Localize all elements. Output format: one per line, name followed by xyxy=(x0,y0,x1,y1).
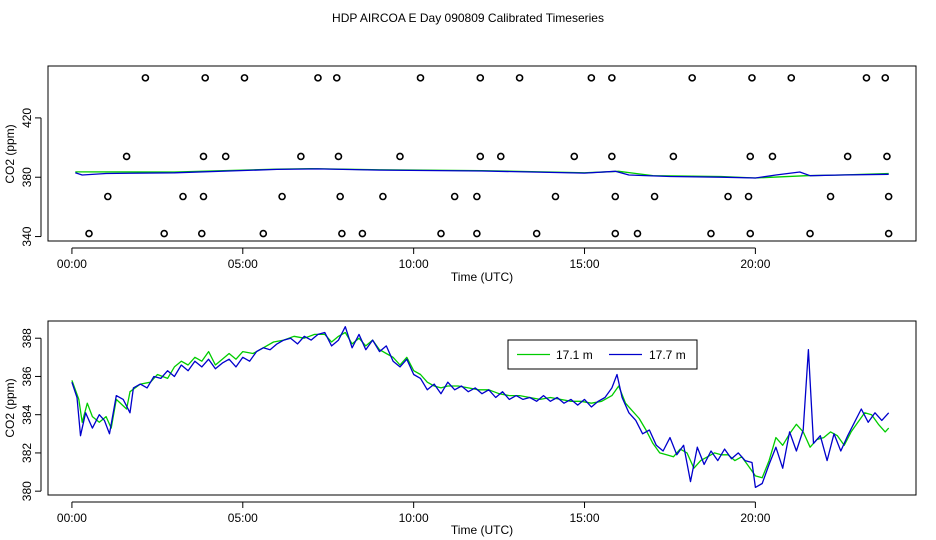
legend-label-17-7m: 17.7 m xyxy=(649,348,686,362)
data-point xyxy=(85,229,93,238)
data-point xyxy=(104,192,112,201)
data-point xyxy=(633,229,642,238)
y-tick-label: 380 xyxy=(20,481,34,501)
data-point xyxy=(141,74,150,82)
data-point xyxy=(201,74,209,82)
data-point xyxy=(748,74,756,82)
data-point xyxy=(179,192,187,201)
data-point xyxy=(883,152,891,161)
data-point xyxy=(707,229,715,238)
series-line-17-7-m xyxy=(71,326,890,489)
plot-frame-bottom xyxy=(47,320,917,496)
data-point xyxy=(332,74,341,82)
data-point xyxy=(338,229,346,238)
data-point xyxy=(278,192,286,201)
data-point xyxy=(724,192,732,201)
x-tick-label: 20:00 xyxy=(740,511,770,525)
data-point xyxy=(551,192,560,201)
data-point xyxy=(160,229,168,238)
data-point xyxy=(843,152,852,161)
data-point xyxy=(862,74,871,82)
data-point xyxy=(650,192,659,201)
x-axis-title-top: Time (UTC) xyxy=(451,270,513,284)
series-line-2 xyxy=(75,168,889,179)
x-tick-label: 05:00 xyxy=(228,257,258,271)
data-point xyxy=(199,152,208,161)
legend-box xyxy=(507,339,698,370)
data-point xyxy=(688,74,696,82)
axes-top: 00:00 05:00 10:00 15:00 20:00 340 380 420 xyxy=(20,108,771,271)
data-point xyxy=(450,192,459,201)
data-point xyxy=(746,229,755,238)
data-layer-bottom xyxy=(71,326,890,489)
y-tick-label: 380 xyxy=(20,167,34,187)
data-point xyxy=(240,74,249,82)
data-point xyxy=(476,152,485,161)
data-point xyxy=(744,192,753,201)
data-point xyxy=(334,152,343,161)
data-point xyxy=(669,152,678,161)
data-point xyxy=(746,152,755,161)
data-point xyxy=(587,74,596,82)
x-tick-label: 00:00 xyxy=(57,511,87,525)
y-tick-label: 382 xyxy=(20,443,34,463)
x-tick-label: 10:00 xyxy=(399,511,429,525)
y-tick-label: 388 xyxy=(20,328,34,348)
y-tick-label: 340 xyxy=(20,226,34,246)
data-point xyxy=(396,152,404,161)
x-tick-label: 20:00 xyxy=(740,257,770,271)
chart-panel-top: 00:00 05:00 10:00 15:00 20:00 340 380 420 Time … xyxy=(3,65,917,284)
data-point xyxy=(532,229,541,238)
data-point xyxy=(259,229,268,238)
data-point xyxy=(768,152,777,161)
data-point xyxy=(881,74,890,82)
x-tick-label: 15:00 xyxy=(570,511,600,525)
data-point xyxy=(379,192,387,201)
data-point xyxy=(221,152,230,161)
data-point xyxy=(611,192,620,201)
data-point xyxy=(884,192,893,201)
data-point xyxy=(496,152,505,161)
data-point xyxy=(297,152,305,161)
data-point xyxy=(476,74,485,82)
x-tick-label: 05:00 xyxy=(228,511,258,525)
data-point xyxy=(122,152,131,161)
y-tick-label: 420 xyxy=(20,108,34,128)
page-title: HDP AIRCOA E Day 090809 Calibrated Times… xyxy=(332,11,604,25)
data-layer-top xyxy=(75,74,893,238)
x-tick-label: 10:00 xyxy=(399,257,429,271)
data-point xyxy=(787,74,796,82)
data-point xyxy=(806,229,814,238)
data-point xyxy=(473,229,481,238)
plot-frame-top xyxy=(47,65,917,242)
legend-label-17-1m: 17.1 m xyxy=(556,348,593,362)
data-point xyxy=(197,229,206,238)
data-point xyxy=(570,152,579,161)
x-tick-label: 15:00 xyxy=(570,257,600,271)
series-line-17-1-m xyxy=(71,331,890,479)
y-tick-label: 384 xyxy=(20,404,34,424)
data-point xyxy=(199,192,208,201)
x-tick-label: 00:00 xyxy=(57,257,87,271)
data-point xyxy=(314,74,322,82)
data-point xyxy=(608,152,616,161)
data-point xyxy=(358,229,367,238)
chart-panel-bottom: 00:00 05:00 10:00 15:00 20:00 380 382 384 386 388… xyxy=(3,320,917,537)
data-point xyxy=(416,74,425,82)
data-point xyxy=(515,74,524,82)
data-point xyxy=(336,192,344,201)
data-point xyxy=(884,229,893,238)
data-point xyxy=(611,229,620,238)
data-point xyxy=(437,229,445,238)
x-axis-title-bottom: Time (UTC) xyxy=(451,523,513,537)
data-point xyxy=(473,192,481,201)
legend: 17.1 m 17.7 m xyxy=(507,339,698,370)
data-point xyxy=(608,74,616,82)
data-point xyxy=(826,192,835,201)
y-axis-title-top: CO2 (ppm) xyxy=(3,124,17,183)
axes-bottom: 00:00 05:00 10:00 15:00 20:00 380 382 384 386 388 xyxy=(20,328,771,525)
y-tick-label: 386 xyxy=(20,366,34,386)
y-axis-title-bottom: CO2 (ppm) xyxy=(3,378,17,437)
